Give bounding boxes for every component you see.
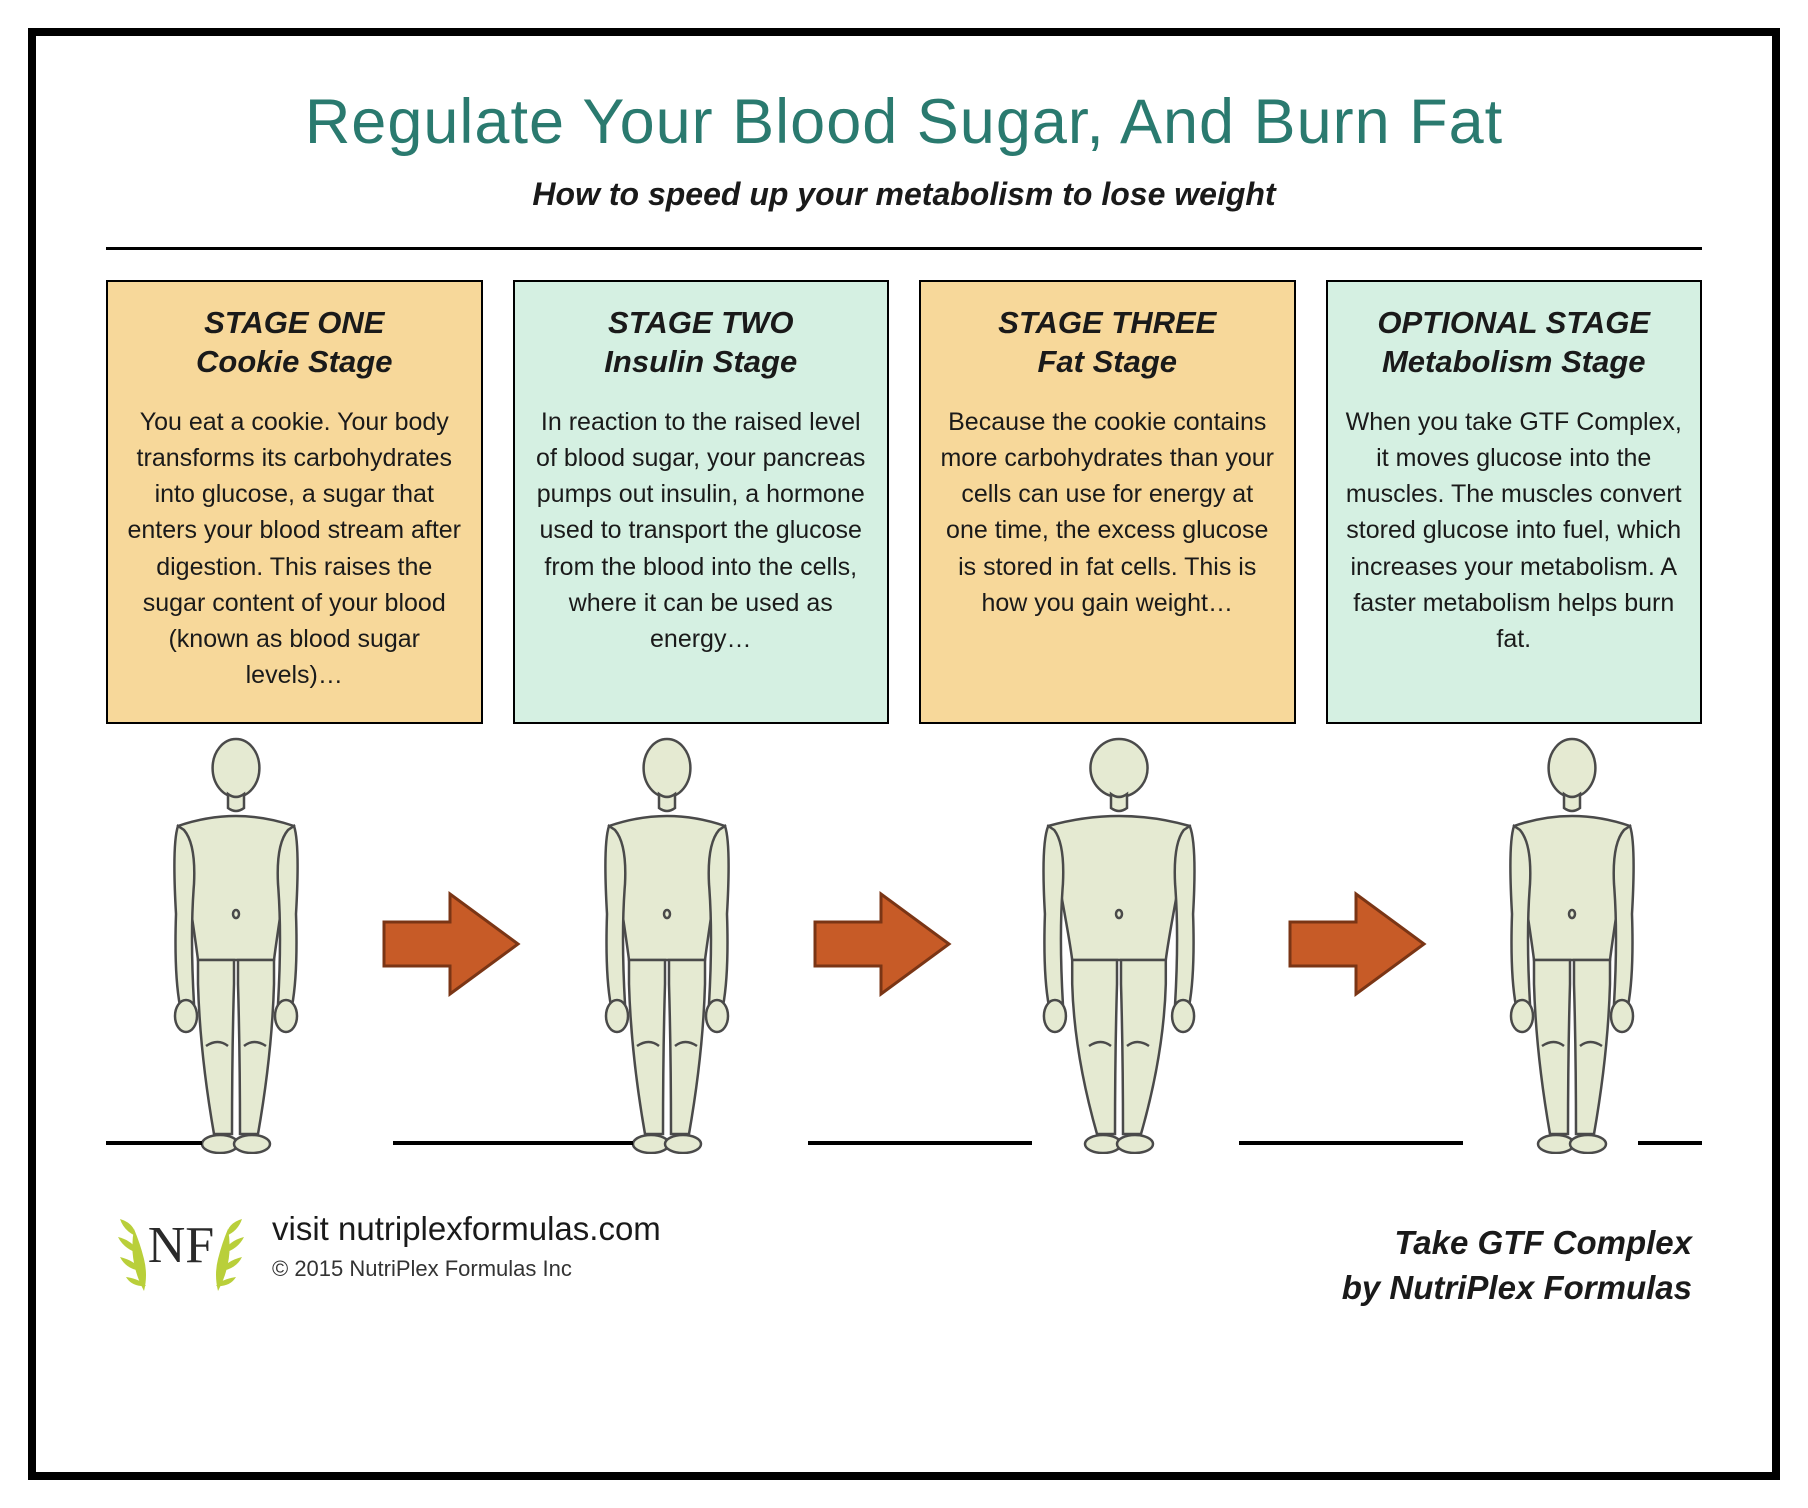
copyright-text: © 2015 NutriPlex Formulas Inc bbox=[272, 1256, 661, 1282]
stage-title-line2: Cookie Stage bbox=[196, 344, 392, 379]
stage-body: In reaction to the raised level of blood… bbox=[533, 404, 870, 658]
stage-title-line1: STAGE ONE bbox=[204, 305, 384, 340]
baseline-segment bbox=[1239, 1141, 1462, 1145]
footer-left: NF visit nutriplexformulas.com © 2015 Nu… bbox=[116, 1181, 661, 1311]
footer-cta-line2: by NutriPlex Formulas bbox=[1342, 1266, 1692, 1311]
stage-box-3: STAGE THREE Fat Stage Because the cookie c… bbox=[919, 280, 1296, 724]
stage-box-4: OPTIONAL STAGE Metabolism Stage When you t… bbox=[1326, 280, 1703, 724]
stage-title: STAGE ONE Cookie Stage bbox=[126, 304, 463, 382]
footer: NF visit nutriplexformulas.com © 2015 Nu… bbox=[106, 1181, 1702, 1315]
stage-title-line2: Fat Stage bbox=[1037, 344, 1177, 379]
baseline-row bbox=[106, 1141, 1702, 1145]
body-figure-2 bbox=[567, 734, 767, 1159]
stage-body: When you take GTF Complex, it moves gluc… bbox=[1346, 404, 1683, 658]
stage-body: Because the cookie contains more carbohy… bbox=[939, 404, 1276, 622]
baseline-segment bbox=[106, 1141, 202, 1145]
stage-title-line1: STAGE THREE bbox=[998, 305, 1216, 340]
page-subtitle: How to speed up your metabolism to lose … bbox=[106, 176, 1702, 213]
stage-box-1: STAGE ONE Cookie Stage You eat a cookie. Y… bbox=[106, 280, 483, 724]
body-figure-4 bbox=[1472, 734, 1672, 1159]
arrow-icon bbox=[1282, 884, 1432, 1009]
footer-cta: Take GTF Complex by NutriPlex Formulas bbox=[1342, 1221, 1692, 1310]
baseline-segment bbox=[393, 1141, 632, 1145]
baseline-segment bbox=[808, 1141, 1031, 1145]
arrow-icon bbox=[376, 884, 526, 1009]
footer-left-text: visit nutriplexformulas.com © 2015 Nutri… bbox=[272, 1210, 661, 1282]
footer-cta-line1: Take GTF Complex bbox=[1342, 1221, 1692, 1266]
stages-row: STAGE ONE Cookie Stage You eat a cookie. Y… bbox=[106, 280, 1702, 724]
figures-row bbox=[106, 734, 1702, 1159]
visit-text: visit nutriplexformulas.com bbox=[272, 1210, 661, 1248]
stage-title: STAGE THREE Fat Stage bbox=[939, 304, 1276, 382]
stage-box-2: STAGE TWO Insulin Stage In reaction to the… bbox=[513, 280, 890, 724]
stage-body: You eat a cookie. Your body transforms i… bbox=[126, 404, 463, 694]
body-figure-3 bbox=[997, 734, 1241, 1159]
page-title: Regulate Your Blood Sugar, And Burn Fat bbox=[106, 86, 1702, 158]
baseline-segment bbox=[1638, 1141, 1702, 1145]
stage-title: STAGE TWO Insulin Stage bbox=[533, 304, 870, 382]
brand-logo: NF bbox=[116, 1181, 246, 1311]
infographic-frame: Regulate Your Blood Sugar, And Burn Fat … bbox=[28, 28, 1780, 1480]
arrow-icon bbox=[807, 884, 957, 1009]
stage-title-line1: STAGE TWO bbox=[608, 305, 793, 340]
stage-title-line1: OPTIONAL STAGE bbox=[1377, 305, 1650, 340]
divider bbox=[106, 247, 1702, 250]
body-figure-1 bbox=[136, 734, 336, 1159]
stage-title-line2: Metabolism Stage bbox=[1382, 344, 1646, 379]
stage-title-line2: Insulin Stage bbox=[604, 344, 797, 379]
brand-logo-text: NF bbox=[148, 1216, 214, 1275]
stage-title: OPTIONAL STAGE Metabolism Stage bbox=[1346, 304, 1683, 382]
